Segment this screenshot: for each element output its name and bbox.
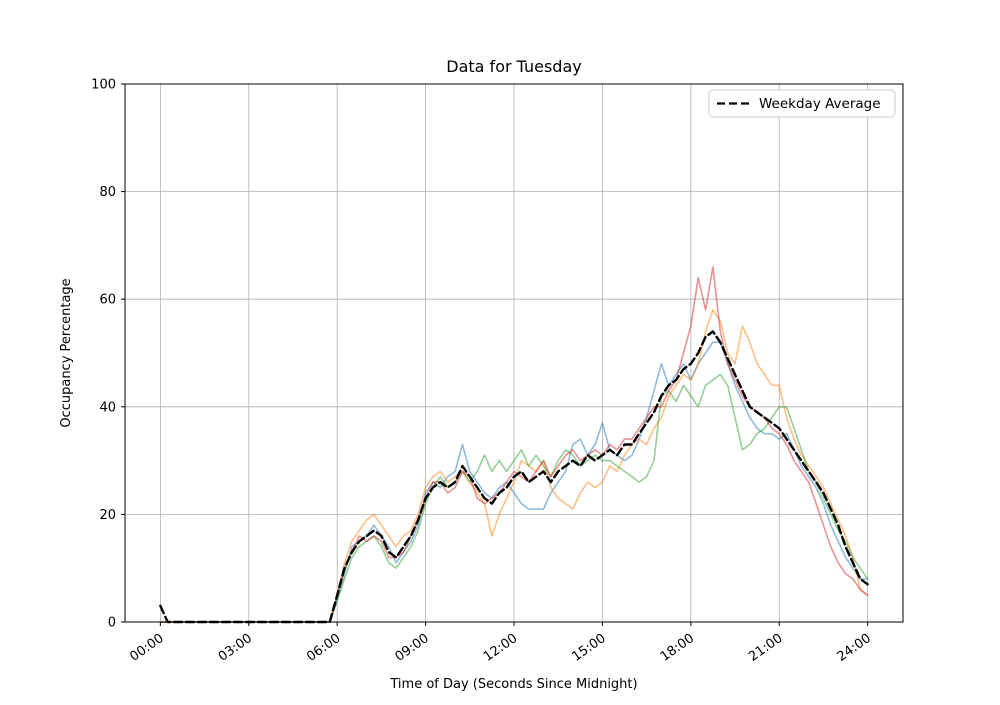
y-tick-label: 0 [108, 616, 116, 631]
chart-title: Data for Tuesday [446, 57, 581, 76]
x-tick-label: 15:00 [569, 631, 608, 665]
x-tick-label: 03:00 [216, 631, 255, 665]
x-tick-labels: 00:00 03:00 06:00 09:00 12:00 15:00 18:00 21:00… [127, 631, 874, 665]
grid-lines [125, 83, 903, 623]
y-tick-label: 20 [99, 508, 116, 523]
x-tick-label: 06:00 [304, 631, 343, 665]
x-axis-label: Time of Day (Seconds Since Midnight) [389, 677, 637, 692]
x-tick-label: 09:00 [393, 631, 432, 665]
y-tick-label: 80 [99, 185, 116, 200]
x-tick-label: 21:00 [746, 631, 785, 665]
y-axis-label: Occupancy Percentage [59, 278, 74, 427]
tick-marks [121, 83, 869, 626]
x-tick-label: 12:00 [481, 631, 520, 665]
x-tick-label: 18:00 [658, 631, 697, 665]
x-tick-label: 00:00 [127, 631, 166, 665]
y-tick-label: 100 [91, 78, 116, 93]
legend: Weekday Average [708, 89, 896, 118]
legend-box [708, 89, 896, 118]
y-tick-label: 60 [99, 293, 116, 308]
y-tick-labels: 0 20 40 60 80 100 [91, 78, 116, 631]
x-tick-label: 24:00 [835, 631, 874, 665]
legend-label: Weekday Average [759, 96, 881, 112]
y-tick-label: 40 [99, 400, 116, 415]
